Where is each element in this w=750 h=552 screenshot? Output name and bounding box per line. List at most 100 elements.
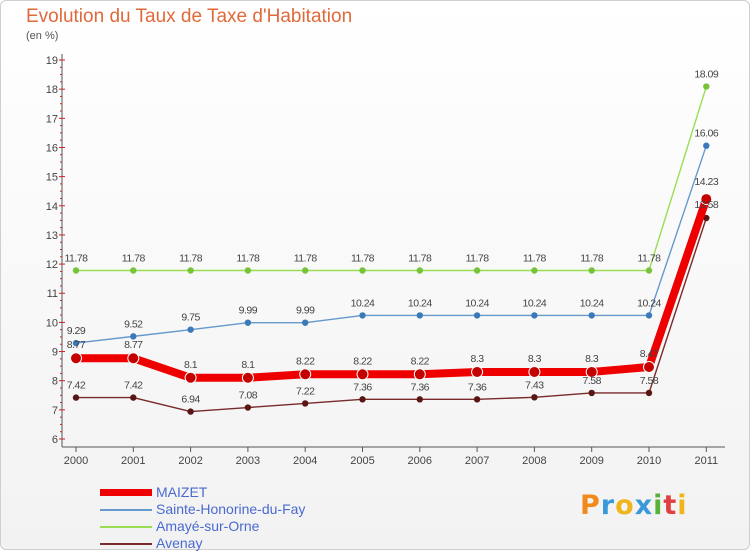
data-point <box>531 394 538 401</box>
data-point <box>70 352 82 365</box>
legend-swatch-sainte-honorine-du-fay <box>100 509 152 511</box>
logo-letter: x <box>634 490 654 521</box>
data-label: 9.99 <box>296 305 315 317</box>
x-tick-label: 2011 <box>694 455 718 467</box>
y-tick-label: 7 <box>52 405 58 417</box>
data-label: 8.3 <box>528 353 542 365</box>
x-tick-label: 2007 <box>465 455 489 467</box>
data-point <box>187 267 194 274</box>
data-point <box>184 371 197 384</box>
x-tick-label: 2003 <box>236 455 260 467</box>
y-tick-label: 14 <box>46 201 58 213</box>
data-label: 16.06 <box>694 128 718 140</box>
data-label: 7.58 <box>640 375 659 387</box>
data-label: 11.78 <box>351 252 375 264</box>
data-label: 10.24 <box>408 297 432 309</box>
data-label: 10.24 <box>580 297 604 309</box>
legend-label-maizet: MAIZET <box>156 484 208 500</box>
data-point <box>130 333 137 340</box>
data-label: 10.24 <box>465 297 489 309</box>
data-label: 18.09 <box>694 69 718 81</box>
data-label: 11.78 <box>523 252 547 264</box>
data-label: 8.47 <box>640 348 659 360</box>
data-label: 10.24 <box>523 297 547 309</box>
data-point <box>241 371 254 384</box>
data-point <box>187 408 194 415</box>
data-point <box>359 312 366 319</box>
data-point <box>585 365 598 378</box>
legend-label-amaye-sur-orne: Amayé-sur-Orne <box>156 518 260 534</box>
data-label: 8.77 <box>124 339 143 351</box>
data-point <box>359 267 366 274</box>
data-label: 11.78 <box>236 252 260 264</box>
data-label: 8.22 <box>411 355 430 367</box>
data-point <box>588 267 595 274</box>
logo-letter: P <box>580 490 601 521</box>
data-point <box>302 400 309 407</box>
data-label: 11.78 <box>638 252 662 264</box>
x-tick-label: 2001 <box>121 455 145 467</box>
logo-letter: i <box>653 490 664 521</box>
x-tick-label: 2004 <box>293 455 317 467</box>
y-tick-label: 17 <box>46 113 58 125</box>
data-label: 7.42 <box>67 380 86 392</box>
data-label: 7.36 <box>353 381 372 393</box>
y-tick-label: 18 <box>46 84 58 96</box>
data-label: 11.78 <box>408 252 432 264</box>
data-label: 7.08 <box>239 390 258 402</box>
data-label: 13.58 <box>694 199 718 211</box>
data-label: 9.99 <box>239 305 258 317</box>
data-point <box>413 368 426 381</box>
data-label: 10.24 <box>637 297 661 309</box>
data-point <box>643 360 655 373</box>
data-label: 8.3 <box>585 353 599 365</box>
data-label: 11.78 <box>294 252 318 264</box>
data-label: 11.78 <box>65 252 89 264</box>
x-tick-label: 2002 <box>178 455 202 467</box>
data-point <box>130 267 137 274</box>
series-line-2 <box>75 85 707 272</box>
data-point <box>72 394 80 401</box>
data-point <box>244 404 252 411</box>
data-point <box>528 365 541 378</box>
x-tick-label: 2010 <box>637 455 661 467</box>
data-label: 11.78 <box>122 252 146 264</box>
x-tick-label: 2005 <box>350 455 374 467</box>
data-point <box>703 142 710 149</box>
data-label: 7.58 <box>582 375 601 387</box>
data-point <box>127 352 140 365</box>
data-point <box>700 193 713 206</box>
data-point <box>471 365 484 378</box>
data-point <box>72 339 80 347</box>
logo-letter: o <box>615 490 635 521</box>
data-point <box>645 267 653 274</box>
chart-title: Evolution du Taux de Taxe d'Habitation <box>26 6 353 27</box>
data-label: 8.22 <box>353 355 372 367</box>
data-point <box>416 267 423 274</box>
x-tick-label: 2006 <box>408 455 432 467</box>
unit-label: (en %) <box>26 30 59 42</box>
y-tick-label: 8 <box>52 376 58 388</box>
data-point <box>531 312 538 319</box>
legend-swatch-maizet <box>100 489 152 496</box>
data-point <box>356 368 369 381</box>
data-label: 11.78 <box>179 252 203 264</box>
data-point <box>703 83 710 90</box>
data-point <box>588 312 595 319</box>
data-point <box>359 396 366 403</box>
proxiti-logo: Proxiti <box>580 490 688 521</box>
data-point <box>588 389 595 397</box>
y-tick-label: 11 <box>47 288 58 300</box>
data-point <box>473 396 481 403</box>
data-point <box>645 312 653 319</box>
data-label: 9.75 <box>181 312 200 324</box>
data-label: 8.22 <box>296 355 315 367</box>
data-label: 11.78 <box>466 252 490 264</box>
data-point <box>645 389 653 397</box>
x-tick-label: 2008 <box>522 455 546 467</box>
data-label: 14.23 <box>694 176 718 188</box>
data-label: 7.36 <box>411 381 430 393</box>
y-tick-label: 19 <box>46 55 58 67</box>
